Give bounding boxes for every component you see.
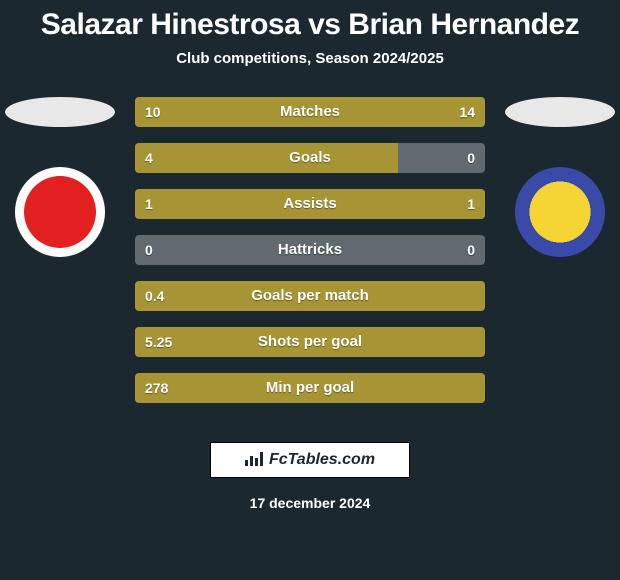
- stat-row: 0Hattricks0: [135, 235, 485, 265]
- stat-label: Goals: [135, 143, 485, 173]
- stat-row: 1Assists1: [135, 189, 485, 219]
- stat-row: 4Goals0: [135, 143, 485, 173]
- stat-value-left: 5.25: [145, 327, 172, 357]
- footer-date: 17 december 2024: [0, 495, 620, 511]
- club-badge-left: [15, 167, 105, 257]
- page-title: Salazar Hinestrosa vs Brian Hernandez: [0, 0, 620, 42]
- player-photo-right: [505, 97, 615, 127]
- stat-bars: 10Matches144Goals01Assists10Hattricks00.…: [135, 97, 485, 419]
- stat-label: Matches: [135, 97, 485, 127]
- stat-value-right: 1: [467, 189, 475, 219]
- stat-value-left: 0: [145, 235, 153, 265]
- club-badge-right: [515, 167, 605, 257]
- stat-row: 0.4Goals per match: [135, 281, 485, 311]
- stat-value-left: 4: [145, 143, 153, 173]
- stat-row: 10Matches14: [135, 97, 485, 127]
- player-photo-left: [5, 97, 115, 127]
- stat-row: 278Min per goal: [135, 373, 485, 403]
- stat-label: Shots per goal: [135, 327, 485, 357]
- chart-icon: [245, 452, 263, 469]
- stat-value-right: 14: [459, 97, 475, 127]
- footer-brand-text: FcTables.com: [269, 451, 375, 469]
- stat-value-right: 0: [467, 143, 475, 173]
- stat-label: Min per goal: [135, 373, 485, 403]
- stat-value-left: 278: [145, 373, 168, 403]
- stat-value-left: 1: [145, 189, 153, 219]
- stat-value-left: 0.4: [145, 281, 164, 311]
- stat-label: Assists: [135, 189, 485, 219]
- stat-label: Goals per match: [135, 281, 485, 311]
- stat-value-right: 0: [467, 235, 475, 265]
- stat-row: 5.25Shots per goal: [135, 327, 485, 357]
- club-badge-left-inner: [24, 176, 96, 248]
- page-subtitle: Club competitions, Season 2024/2025: [0, 50, 620, 67]
- stat-value-left: 10: [145, 97, 161, 127]
- footer-brand-box: FcTables.com: [210, 442, 410, 478]
- stat-label: Hattricks: [135, 235, 485, 265]
